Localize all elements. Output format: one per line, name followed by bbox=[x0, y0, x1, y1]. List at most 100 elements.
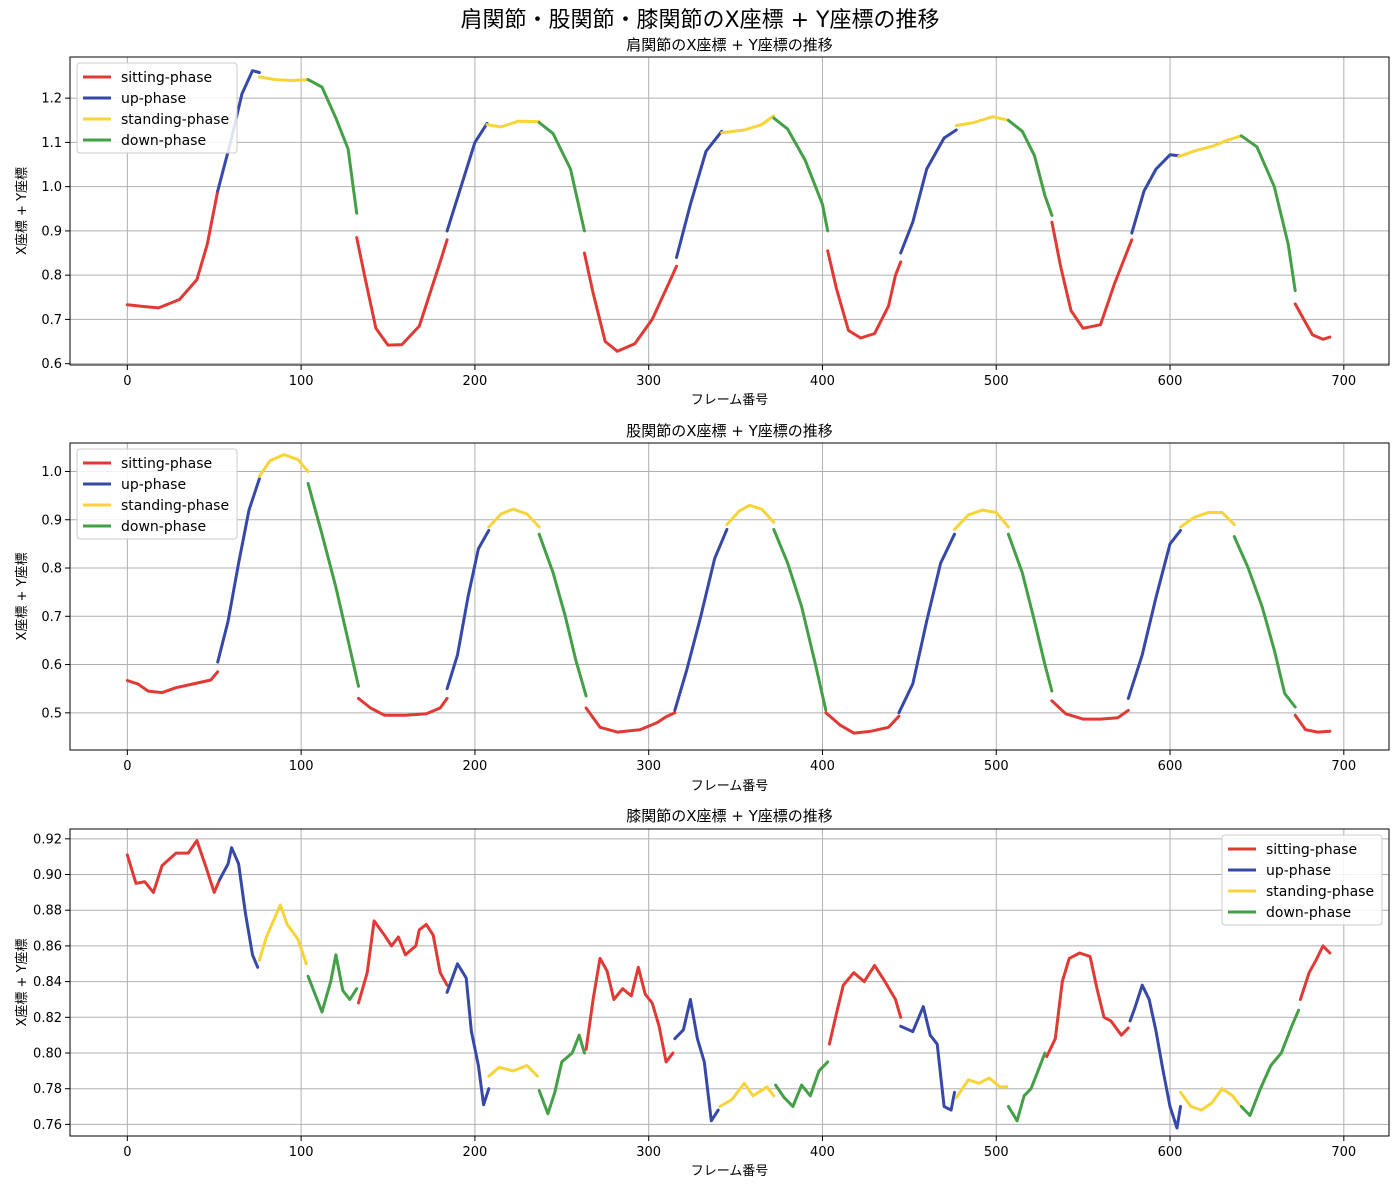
series-line-down-phase bbox=[772, 116, 830, 233]
x-tick-label: 700 bbox=[1331, 374, 1356, 389]
y-tick-label: 0.9 bbox=[41, 513, 62, 528]
series-line-down-phase bbox=[772, 527, 828, 712]
x-tick-label: 0 bbox=[123, 1145, 131, 1160]
series-line-up-phase bbox=[899, 128, 958, 255]
x-axis-label: フレーム番号 bbox=[691, 393, 769, 408]
chart-panel-2: 0 100 200 300 400 500 600 700 0.5 0.6 0.7 0.8 0.9 1.0… bbox=[15, 422, 1390, 794]
series-line-standing-phase bbox=[1179, 1087, 1241, 1112]
series-line-sitting-phase bbox=[1298, 944, 1332, 1001]
series-line-sitting-phase bbox=[125, 189, 220, 310]
series-line-down-phase bbox=[1006, 118, 1054, 217]
legend-box bbox=[1221, 834, 1383, 926]
y-tick-label: 0.76 bbox=[33, 1118, 62, 1133]
series-line-standing-phase bbox=[485, 119, 541, 129]
series-line-up-phase bbox=[218, 846, 260, 969]
series-line-up-phase bbox=[445, 962, 491, 1107]
series-line-sitting-phase bbox=[826, 249, 903, 340]
series-line-down-phase bbox=[1232, 535, 1297, 709]
y-tick-label: 1.0 bbox=[41, 180, 62, 195]
series-line-down-phase bbox=[1006, 1051, 1047, 1123]
x-axis-label: フレーム番号 bbox=[691, 779, 769, 794]
series-line-up-phase bbox=[216, 69, 261, 193]
chart-title: 膝関節のX座標 + Y座標の推移 bbox=[626, 807, 833, 825]
legend: sitting-phase up-phase standing-phase down-… bbox=[76, 62, 238, 154]
legend-label-down: down-phase bbox=[121, 519, 206, 535]
series-line-standing-phase bbox=[954, 115, 1010, 128]
y-tick-label: 0.84 bbox=[33, 975, 62, 990]
legend-label-up: up-phase bbox=[121, 91, 186, 107]
series-line-sitting-phase bbox=[1293, 713, 1332, 734]
x-tick-label: 600 bbox=[1158, 759, 1183, 774]
series-line-standing-phase bbox=[257, 453, 310, 478]
legend-label-down: down-phase bbox=[121, 133, 206, 149]
legend-label-standing: standing-phase bbox=[121, 112, 229, 128]
y-tick-label: 0.6 bbox=[41, 658, 62, 673]
legend-label-sitting: sitting-phase bbox=[1266, 842, 1357, 858]
x-tick-label: 100 bbox=[289, 1145, 314, 1160]
series-line-standing-phase bbox=[725, 503, 776, 527]
legend-label-standing: standing-phase bbox=[121, 498, 229, 514]
plot-frame bbox=[69, 442, 1390, 751]
series-line-standing-phase bbox=[487, 507, 541, 529]
series-line-up-phase bbox=[1130, 153, 1181, 235]
x-tick-label: 300 bbox=[636, 374, 661, 389]
series-line-sitting-phase bbox=[1050, 699, 1130, 721]
x-tick-label: 400 bbox=[810, 1145, 835, 1160]
y-tick-label: 1.0 bbox=[41, 465, 62, 480]
x-tick-label: 700 bbox=[1331, 1145, 1356, 1160]
x-tick-label: 700 bbox=[1331, 759, 1356, 774]
series-line-down-phase bbox=[306, 482, 360, 688]
figure-suptitle: 肩関節・股関節・膝関節のX座標 + Y座標の推移 bbox=[460, 8, 940, 33]
series-line-sitting-phase bbox=[357, 696, 449, 717]
y-tick-label: 0.90 bbox=[33, 868, 62, 883]
series-line-up-phase bbox=[673, 527, 729, 712]
legend: sitting-phase up-phase standing-phase down-… bbox=[1221, 834, 1383, 926]
series-line-up-phase bbox=[445, 121, 489, 233]
x-tick-label: 0 bbox=[123, 374, 131, 389]
legend-label-up: up-phase bbox=[1266, 863, 1331, 879]
x-tick-label: 300 bbox=[636, 759, 661, 774]
series-line-down-phase bbox=[537, 532, 588, 698]
x-tick-label: 400 bbox=[810, 759, 835, 774]
y-tick-label: 0.8 bbox=[41, 269, 62, 284]
x-tick-label: 500 bbox=[984, 759, 1009, 774]
y-axis-label: X座標 + Y座標 bbox=[15, 167, 30, 255]
y-axis-label: X座標 + Y座標 bbox=[15, 552, 30, 640]
y-tick-label: 0.9 bbox=[41, 224, 62, 239]
series-line-sitting-phase bbox=[827, 964, 903, 1046]
chart-title: 股関節のX座標 + Y座標の推移 bbox=[626, 422, 833, 440]
series-line-sitting-phase bbox=[355, 236, 449, 347]
series-line-sitting-phase bbox=[584, 706, 677, 734]
series-line-up-phase bbox=[216, 477, 261, 664]
plot-frame bbox=[69, 56, 1390, 366]
y-tick-label: 0.7 bbox=[41, 313, 62, 328]
legend-box bbox=[76, 448, 238, 540]
series-line-standing-phase bbox=[718, 1081, 776, 1108]
series-line-down-phase bbox=[306, 953, 359, 1014]
series-line-sitting-phase bbox=[824, 711, 901, 735]
series-line-down-phase bbox=[537, 121, 586, 233]
x-tick-label: 200 bbox=[462, 759, 487, 774]
series-line-up-phase bbox=[673, 998, 720, 1123]
series-line-sitting-phase bbox=[125, 670, 220, 695]
series-line-down-phase bbox=[306, 78, 359, 215]
y-tick-label: 0.92 bbox=[33, 832, 62, 847]
legend-label-up: up-phase bbox=[121, 477, 186, 493]
series-line-up-phase bbox=[899, 1005, 956, 1112]
series-line-down-phase bbox=[1239, 1008, 1301, 1117]
x-tick-label: 500 bbox=[984, 374, 1009, 389]
series-line-up-phase bbox=[675, 129, 724, 259]
y-tick-label: 0.86 bbox=[33, 939, 62, 954]
x-tick-label: 500 bbox=[984, 1145, 1009, 1160]
legend-label-standing: standing-phase bbox=[1266, 884, 1374, 900]
series-line-down-phase bbox=[537, 1033, 586, 1116]
series-line-sitting-phase bbox=[125, 839, 221, 894]
series-line-sitting-phase bbox=[1293, 302, 1332, 341]
y-tick-label: 0.78 bbox=[33, 1082, 62, 1097]
y-tick-label: 0.80 bbox=[33, 1047, 62, 1062]
x-axis-label: フレーム番号 bbox=[691, 1164, 769, 1179]
x-tick-label: 100 bbox=[289, 759, 314, 774]
series-line-sitting-phase bbox=[1050, 220, 1134, 330]
